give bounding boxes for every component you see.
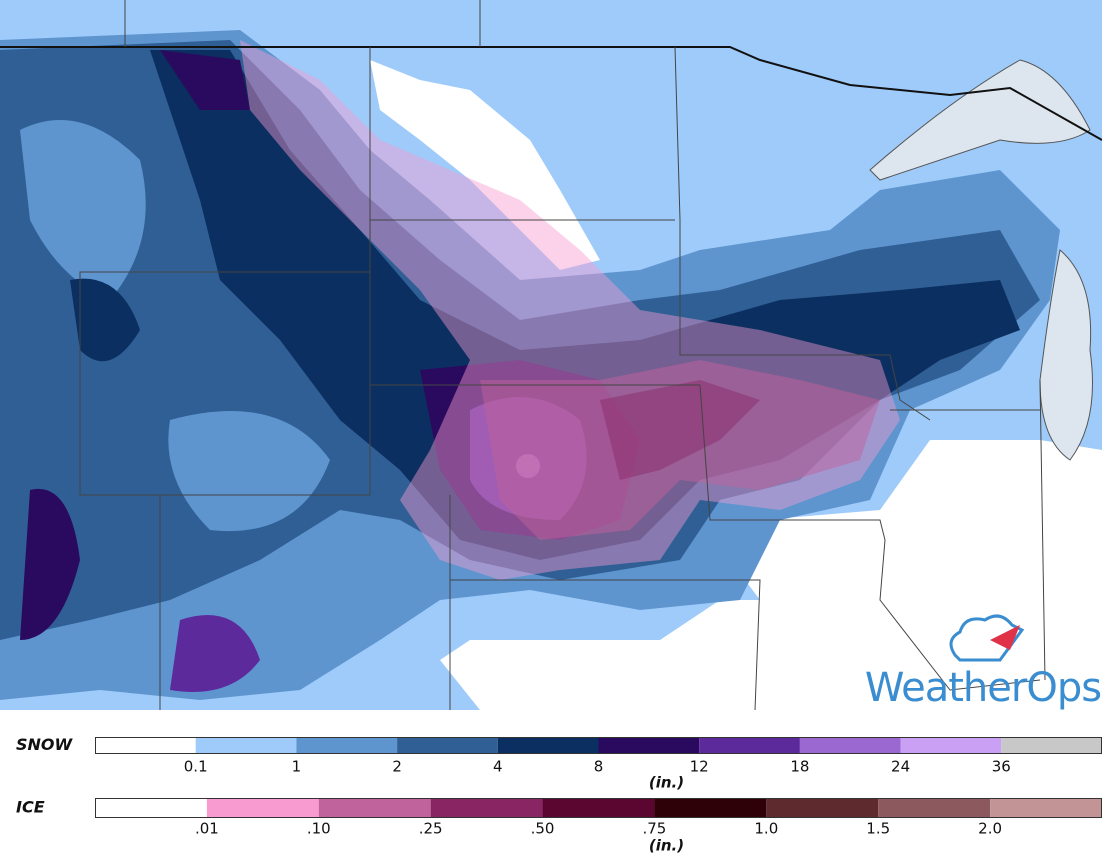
legend-tick-label: 1.5 xyxy=(866,820,890,838)
legend-tick-label: .25 xyxy=(419,820,443,838)
no-snow-area xyxy=(440,440,1102,710)
legend-tick-label: .75 xyxy=(643,820,667,838)
legend-swatch xyxy=(1001,737,1102,754)
national-border xyxy=(0,46,1102,141)
legend-swatch xyxy=(766,798,879,818)
snow-band xyxy=(170,615,260,692)
legend-swatch xyxy=(397,737,498,754)
legend-tick-label: 0.1 xyxy=(184,758,208,776)
legend-swatch xyxy=(654,798,767,818)
ice-band xyxy=(600,380,760,480)
snow-band xyxy=(160,50,250,110)
legend-tick-label: 2 xyxy=(392,758,402,776)
legend-swatch xyxy=(430,798,543,818)
legend-tick-label: .10 xyxy=(307,820,331,838)
legend-tick-label: 2.0 xyxy=(978,820,1002,838)
logo: WeatherOps xyxy=(865,614,1102,710)
logo-text: WeatherOps xyxy=(865,665,1101,710)
legend-swatch xyxy=(699,737,800,754)
legend-unit: (in.) xyxy=(649,837,684,855)
lake-superior xyxy=(869,59,1091,181)
legend-tick-label: 18 xyxy=(790,758,809,776)
legend-swatch xyxy=(195,737,297,754)
legend-swatch xyxy=(799,737,901,754)
legend-title: ICE xyxy=(16,798,45,817)
legend-swatch xyxy=(95,798,207,818)
legend-swatch xyxy=(542,798,655,818)
legend-tick-label: 4 xyxy=(493,758,503,776)
state-lines xyxy=(79,0,1046,710)
ice-band xyxy=(480,360,880,540)
lake-michigan xyxy=(1039,249,1093,461)
legend-swatch xyxy=(95,737,196,754)
snow-band xyxy=(20,120,146,300)
legend-swatch xyxy=(990,798,1102,818)
no-snow-area xyxy=(370,60,600,270)
legend-swatch xyxy=(900,737,1002,754)
legend-tick-label: .01 xyxy=(195,820,219,838)
legend-title: SNOW xyxy=(16,735,74,754)
legend-tick-label: 24 xyxy=(891,758,910,776)
legend-swatch xyxy=(296,737,398,754)
legend-tick-label: .50 xyxy=(531,820,555,838)
legend-tick-label: 36 xyxy=(992,758,1011,776)
legend-swatch xyxy=(598,737,700,754)
legend-unit: (in.) xyxy=(649,774,684,792)
legend-swatch xyxy=(318,798,431,818)
legend-tick-label: 1.0 xyxy=(754,820,778,838)
snow-band xyxy=(20,488,80,640)
legend-swatch xyxy=(497,737,599,754)
legend-tick-label: 8 xyxy=(594,758,604,776)
snow-band xyxy=(70,278,140,362)
legend-swatch xyxy=(878,798,991,818)
legend-tick-label: 1 xyxy=(292,758,302,776)
legend-tick-label: 12 xyxy=(690,758,709,776)
legend-swatch xyxy=(206,798,319,818)
snow-band xyxy=(168,411,330,532)
snow-ice-map: WeatherOps xyxy=(0,0,1102,710)
